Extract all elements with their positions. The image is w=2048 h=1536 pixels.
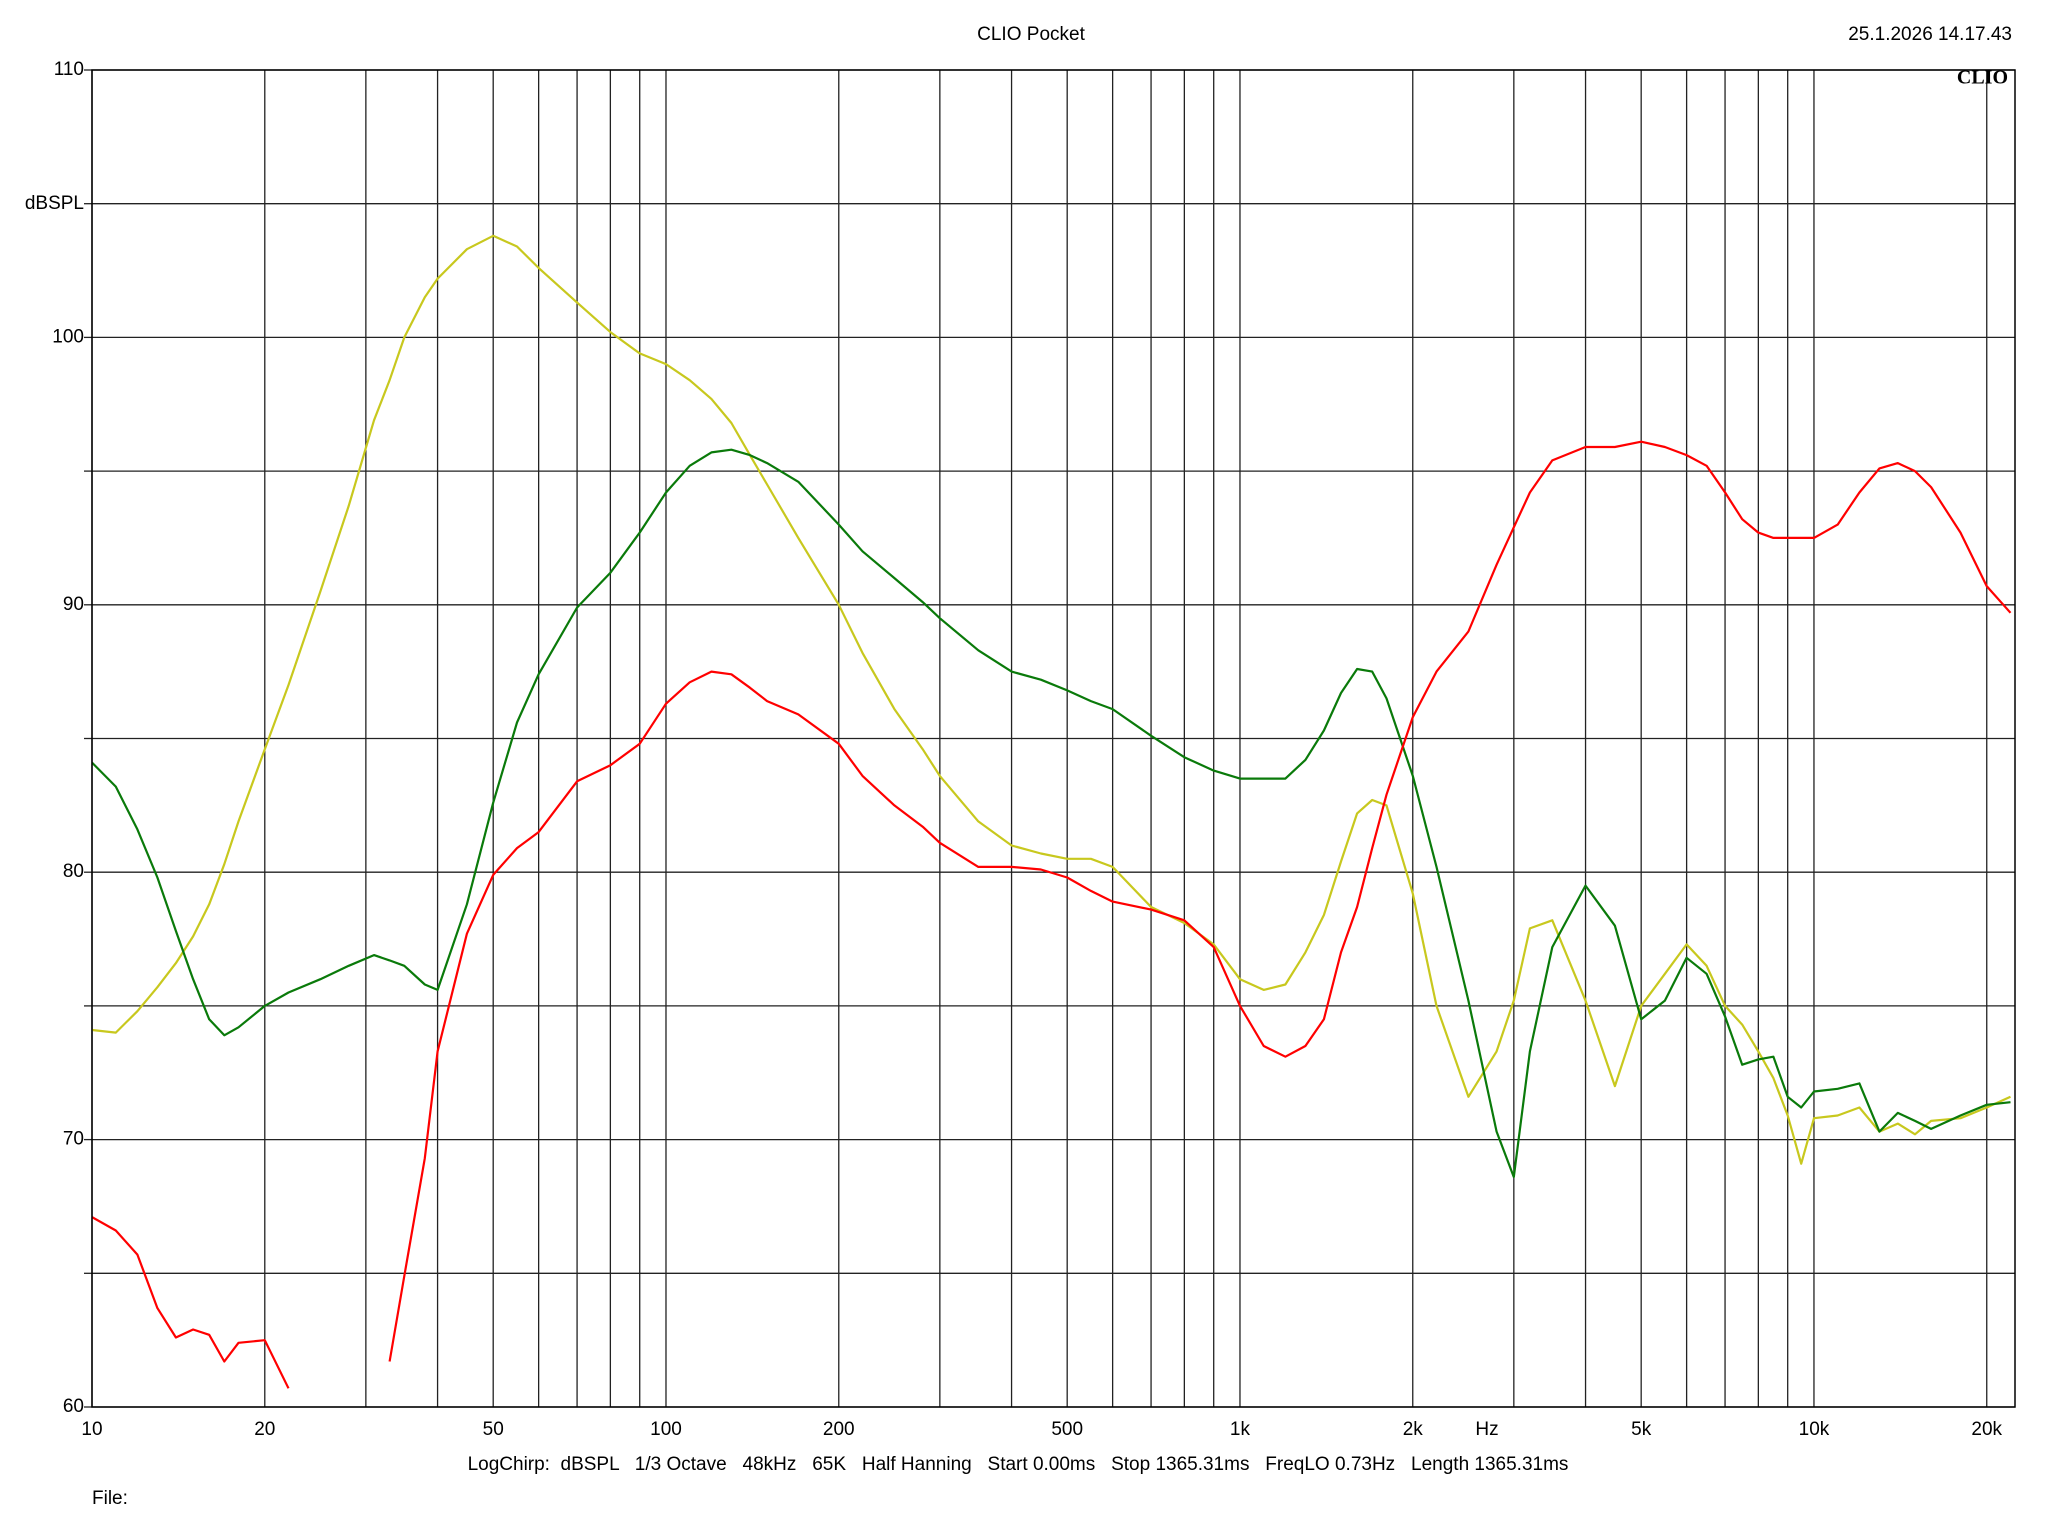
y-axis-label: dBSPL [25, 193, 84, 214]
logo: CLIO [1957, 67, 2008, 89]
chart-title: CLIO Pocket [977, 24, 1085, 45]
y-tick-label: 70 [63, 1129, 84, 1150]
x-axis-label: Hz [1475, 1419, 1498, 1440]
series-line [388, 440, 2012, 1362]
x-tick-label: 5k [1631, 1419, 1652, 1440]
series-line [92, 234, 2011, 1165]
x-tick-label: 1k [1230, 1419, 1251, 1440]
plot-frame [91, 69, 2016, 1408]
x-tick-label: 10 [81, 1419, 102, 1440]
y-tick-label: 110 [54, 59, 84, 80]
timestamp: 25.1.2026 14.17.43 [1848, 24, 2012, 45]
series-line [92, 448, 2011, 1179]
series-line [92, 1216, 290, 1389]
x-tick-label: 50 [483, 1419, 504, 1440]
x-tick-label: 20k [1971, 1419, 2002, 1440]
x-tick-label: 20 [254, 1419, 275, 1440]
x-tick-label: 200 [823, 1419, 855, 1440]
y-tick-label: 100 [52, 326, 84, 347]
file-label: File: [92, 1488, 128, 1509]
x-tick-label: 500 [1051, 1419, 1083, 1440]
x-tick-label: 100 [650, 1419, 682, 1440]
y-tick-label: 60 [63, 1396, 84, 1417]
footer: LogChirp: dBSPL 1/3 Octave 48kHz 65K Hal… [468, 1454, 1569, 1475]
x-tick-label: 10k [1799, 1419, 1830, 1440]
y-tick-label: 80 [63, 861, 84, 882]
x-tick-label: 2k [1403, 1419, 1424, 1440]
y-tick-label: 90 [63, 594, 84, 615]
plot-lines [92, 234, 2012, 1389]
